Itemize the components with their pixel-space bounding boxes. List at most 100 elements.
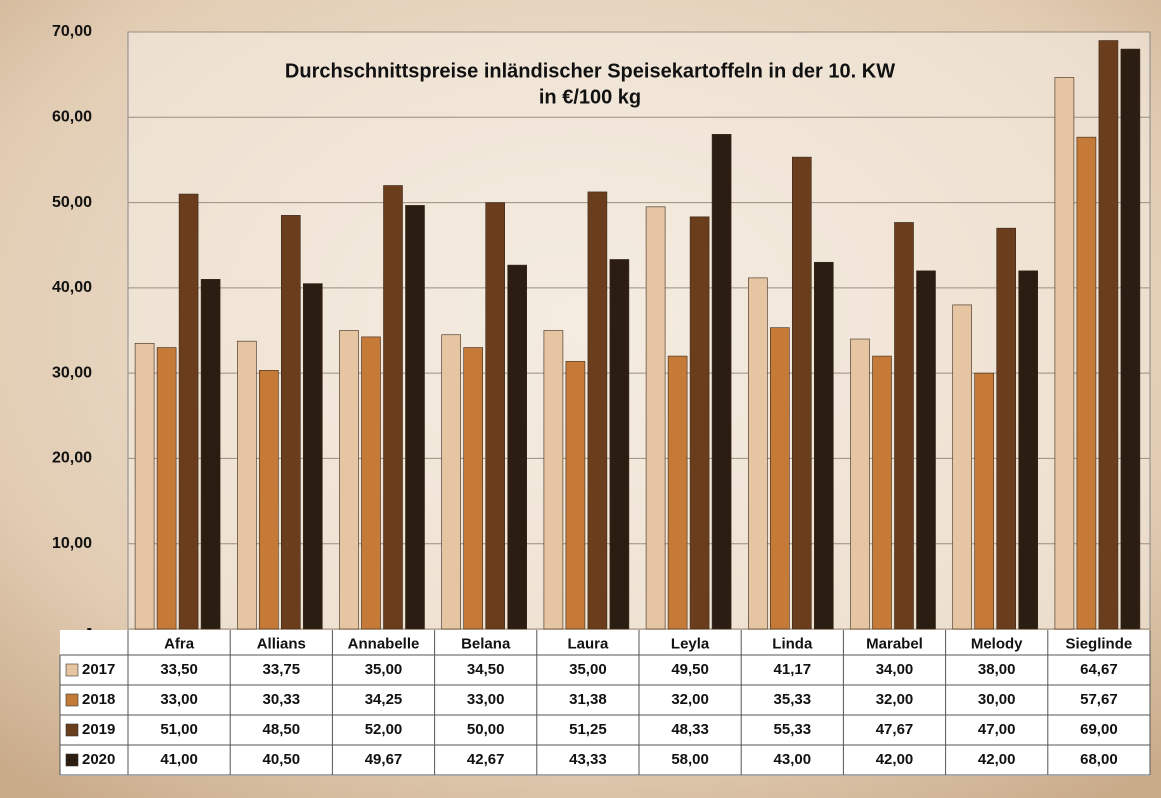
y-tick-label: 60,00 [52, 109, 92, 126]
table-value: 43,33 [569, 751, 607, 768]
table-value: 32,00 [671, 691, 709, 708]
table-value: 42,00 [876, 751, 914, 768]
bar [974, 372, 995, 630]
bar [200, 279, 221, 630]
x-tick-label: Linda [772, 635, 813, 652]
bar [441, 334, 462, 630]
y-tick-label: - [87, 620, 92, 637]
y-tick-label: 50,00 [52, 194, 92, 211]
x-tick-label: Sieglinde [1066, 635, 1133, 652]
legend-swatch [65, 693, 79, 707]
table-value: 52,00 [365, 721, 403, 738]
bar [791, 156, 812, 630]
table-value: 48,33 [671, 721, 709, 738]
y-tick-label: 40,00 [52, 279, 92, 296]
table-value: 33,00 [160, 691, 198, 708]
x-tick-label: Belana [461, 635, 511, 652]
table-value: 58,00 [671, 751, 709, 768]
table-value: 48,50 [263, 721, 301, 738]
table-value: 51,25 [569, 721, 607, 738]
table-value: 43,00 [774, 751, 812, 768]
bar [813, 261, 834, 630]
bar [463, 347, 484, 630]
table-value: 34,00 [876, 661, 914, 678]
bar [850, 338, 870, 630]
table-value: 35,33 [774, 691, 812, 708]
table-value: 35,00 [569, 661, 607, 678]
table-value: 34,25 [365, 691, 403, 708]
bar [1018, 270, 1039, 630]
bar [916, 270, 936, 630]
table-value: 30,00 [978, 691, 1016, 708]
bar [485, 202, 506, 630]
x-tick-label: Afra [164, 635, 195, 652]
table-value: 32,00 [876, 691, 914, 708]
x-tick-label: Marabel [866, 635, 923, 652]
chart-title: Durchschnittspreise inländischer Speisek… [285, 60, 895, 82]
table-value: 40,50 [263, 751, 301, 768]
bar [237, 340, 257, 630]
legend-label: 2017 [82, 661, 115, 678]
bar [543, 330, 564, 630]
y-tick-label: 10,00 [52, 535, 92, 552]
table-value: 33,50 [160, 661, 198, 678]
bar [361, 336, 381, 630]
x-tick-label: Laura [567, 635, 609, 652]
bar [178, 193, 199, 630]
table-value: 42,67 [467, 751, 505, 768]
y-tick-label: 30,00 [52, 364, 92, 381]
bar [587, 191, 608, 630]
legend-label: 2018 [82, 691, 115, 708]
bar [747, 277, 768, 630]
x-tick-label: Leyla [671, 635, 710, 652]
bar [769, 327, 790, 630]
bar [156, 347, 177, 630]
table-value: 31,38 [569, 691, 607, 708]
table-value: 49,50 [671, 661, 709, 678]
table-value: 33,75 [263, 661, 301, 678]
bar [689, 216, 710, 630]
table-value: 55,33 [774, 721, 812, 738]
table-value: 41,17 [774, 661, 812, 678]
bar [1120, 48, 1141, 630]
legend-swatch [65, 723, 79, 737]
legend-swatch [65, 753, 79, 767]
table-value: 51,00 [160, 721, 198, 738]
table-value: 49,67 [365, 751, 403, 768]
bar [1054, 77, 1075, 630]
bar [609, 259, 630, 630]
table-value: 34,50 [467, 661, 505, 678]
bar [894, 222, 914, 630]
legend-label: 2019 [82, 721, 115, 738]
bar [507, 264, 528, 630]
bar [405, 205, 425, 630]
bar [645, 206, 666, 630]
table-value: 41,00 [160, 751, 198, 768]
legend-swatch [65, 663, 79, 677]
bar [711, 134, 732, 630]
table-value: 69,00 [1080, 721, 1118, 738]
data-table [60, 630, 1150, 776]
table-value: 47,67 [876, 721, 914, 738]
table-value: 64,67 [1080, 661, 1118, 678]
table-value: 68,00 [1080, 751, 1118, 768]
bar [667, 355, 688, 630]
bar [134, 342, 155, 630]
bar [258, 370, 279, 630]
table-value: 35,00 [365, 661, 403, 678]
legend-label: 2020 [82, 751, 115, 768]
y-tick-label: 70,00 [52, 23, 92, 40]
bar [302, 283, 323, 630]
table-value: 30,33 [263, 691, 301, 708]
bar [339, 330, 359, 630]
table-value: 42,00 [978, 751, 1016, 768]
bar [1098, 40, 1119, 630]
bar [996, 227, 1017, 630]
bar [565, 361, 586, 630]
table-value: 47,00 [978, 721, 1016, 738]
y-tick-label: 20,00 [52, 450, 92, 467]
table-value: 33,00 [467, 691, 505, 708]
table-value: 50,00 [467, 721, 505, 738]
bar [383, 185, 403, 630]
